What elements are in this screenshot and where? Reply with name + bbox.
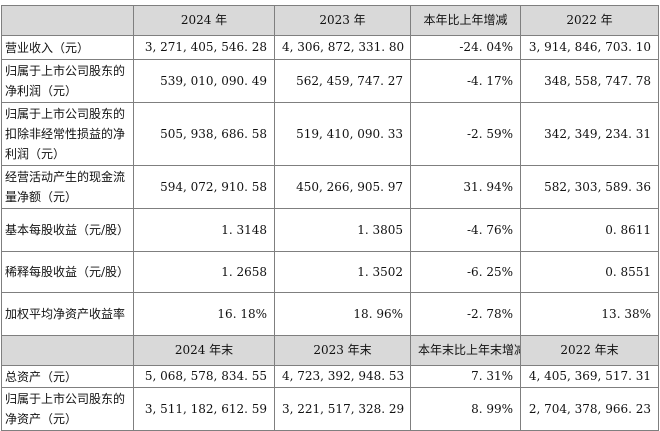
header-2022-end: 2022 年末 [520,335,659,366]
row-label: 总资产（元） [1,365,134,388]
value-2023: 519, 410, 090. 33 [274,102,411,166]
header-label-cell [1,335,134,366]
header-change: 本年比上年增减 [410,5,521,36]
table-row: 归属于上市公司股东的扣除非经常性损益的净利润（元） 505, 938, 686.… [1,102,659,166]
row-label: 归属于上市公司股东的净资产（元） [1,387,134,431]
table-header-row: 2024 年末 2023 年末 本年末比上年末增减 2022 年末 [1,335,659,366]
value-2022: 4, 405, 369, 517. 31 [520,365,659,388]
value-2024: 1. 3148 [133,208,275,252]
row-label: 归属于上市公司股东的扣除非经常性损益的净利润（元） [1,102,134,166]
header-change-end: 本年末比上年末增减 [410,335,521,366]
table-header-row: 2024 年 2023 年 本年比上年增减 2022 年 [1,5,659,36]
value-2022: 0. 8611 [520,208,659,252]
header-2023: 2023 年 [274,5,411,36]
row-label: 加权平均净资产收益率 [1,292,134,336]
table-row: 营业收入（元） 3, 271, 405, 546. 28 4, 306, 872… [1,35,659,60]
table-row: 稀释每股收益（元/股） 1. 2658 1. 3502 -6. 25% 0. 8… [1,251,659,293]
value-2022: 0. 8551 [520,251,659,293]
document-page: 2024 年 2023 年 本年比上年增减 2022 年 营业收入（元） 3, … [1,5,659,431]
table-row: 经营活动产生的现金流量净额（元） 594, 072, 910. 58 450, … [1,165,659,209]
table-row: 总资产（元） 5, 068, 578, 834. 55 4, 723, 392,… [1,365,659,388]
table-row: 归属于上市公司股东的净资产（元） 3, 511, 182, 612. 59 3,… [1,387,659,431]
value-2023: 562, 459, 747. 27 [274,59,411,103]
value-change: -2. 78% [410,292,521,336]
header-label-cell [1,5,134,36]
value-2022: 3, 914, 846, 703. 10 [520,35,659,60]
table-row: 加权平均净资产收益率 16. 18% 18. 96% -2. 78% 13. 3… [1,292,659,336]
value-change: -4. 17% [410,59,521,103]
header-2023-end: 2023 年末 [274,335,411,366]
row-label: 经营活动产生的现金流量净额（元） [1,165,134,209]
value-change: -2. 59% [410,102,521,166]
row-label: 稀释每股收益（元/股） [1,251,134,293]
value-change: -4. 76% [410,208,521,252]
value-2024: 505, 938, 686. 58 [133,102,275,166]
value-2022: 13. 38% [520,292,659,336]
value-change: -6. 25% [410,251,521,293]
value-2023: 3, 221, 517, 328. 29 [274,387,411,431]
value-change: -24. 04% [410,35,521,60]
value-2024: 3, 271, 405, 546. 28 [133,35,275,60]
value-2023: 450, 266, 905. 97 [274,165,411,209]
value-2024: 539, 010, 090. 49 [133,59,275,103]
value-2023: 1. 3502 [274,251,411,293]
value-2022: 342, 349, 234. 31 [520,102,659,166]
value-2022: 348, 558, 747. 78 [520,59,659,103]
value-2024: 594, 072, 910. 58 [133,165,275,209]
table-row: 归属于上市公司股东的净利润（元） 539, 010, 090. 49 562, … [1,59,659,103]
value-change: 31. 94% [410,165,521,209]
table-row: 基本每股收益（元/股） 1. 3148 1. 3805 -4. 76% 0. 8… [1,208,659,252]
value-2023: 4, 306, 872, 331. 80 [274,35,411,60]
header-2024: 2024 年 [133,5,275,36]
value-change: 8. 99% [410,387,521,431]
value-2024: 5, 068, 578, 834. 55 [133,365,275,388]
value-2022: 2, 704, 378, 966. 23 [520,387,659,431]
row-label: 基本每股收益（元/股） [1,208,134,252]
value-2024: 1. 2658 [133,251,275,293]
header-2024-end: 2024 年末 [133,335,275,366]
value-2023: 4, 723, 392, 948. 53 [274,365,411,388]
header-2022: 2022 年 [520,5,659,36]
value-2023: 1. 3805 [274,208,411,252]
row-label: 营业收入（元） [1,35,134,60]
value-2024: 3, 511, 182, 612. 59 [133,387,275,431]
value-2023: 18. 96% [274,292,411,336]
value-change: 7. 31% [410,365,521,388]
value-2022: 582, 303, 589. 36 [520,165,659,209]
financial-summary-table: 2024 年 2023 年 本年比上年增减 2022 年 营业收入（元） 3, … [1,5,659,431]
row-label: 归属于上市公司股东的净利润（元） [1,59,134,103]
value-2024: 16. 18% [133,292,275,336]
